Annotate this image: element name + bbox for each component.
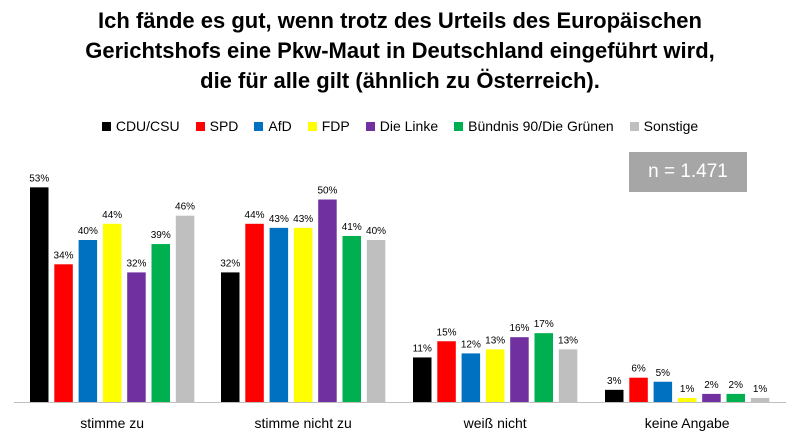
category-label-stimme-nicht-zu: stimme nicht zu bbox=[255, 415, 352, 431]
legend-swatch bbox=[365, 121, 375, 131]
bar-afd-stimme-zu bbox=[78, 240, 98, 402]
legend-label: Die Linke bbox=[379, 118, 439, 134]
data-label-spd-stimme-zu: 34% bbox=[54, 250, 74, 261]
data-label-die-linke-weiss-nicht: 16% bbox=[509, 323, 529, 334]
legend-label: FDP bbox=[321, 118, 350, 134]
data-label-buendnis-90-die-gruenen-weiss-nicht: 17% bbox=[534, 319, 554, 330]
bar-cdu-csu-stimme-nicht-zu bbox=[221, 272, 240, 402]
data-label-spd-stimme-nicht-zu: 44% bbox=[245, 210, 265, 221]
legend-item-cdu-csu: CDU/CSU bbox=[101, 118, 180, 134]
data-label-sonstige-stimme-zu: 46% bbox=[175, 202, 195, 213]
bar-spd-keine-angabe bbox=[629, 377, 648, 402]
data-label-spd-keine-angabe: 6% bbox=[631, 364, 646, 375]
bar-buendnis-90-die-gruenen-stimme-zu bbox=[151, 244, 170, 402]
chart-title: Ich fände es gut, wenn trotz des Urteils… bbox=[0, 6, 800, 96]
chart-title-line-3: die für alle gilt (ähnlich zu Österreich… bbox=[200, 68, 600, 93]
bar-buendnis-90-die-gruenen-weiss-nicht bbox=[534, 333, 553, 402]
legend-item-spd: SPD bbox=[195, 118, 239, 134]
legend-swatch bbox=[307, 121, 317, 131]
bar-sonstige-weiss-nicht bbox=[558, 349, 578, 402]
bar-cdu-csu-stimme-zu bbox=[30, 187, 49, 402]
data-label-afd-stimme-nicht-zu: 43% bbox=[269, 214, 289, 225]
data-label-sonstige-weiss-nicht: 13% bbox=[558, 335, 578, 346]
legend-label: CDU/CSU bbox=[115, 118, 180, 134]
legend-item-fdp: FDP bbox=[307, 118, 350, 134]
data-label-sonstige-stimme-nicht-zu: 40% bbox=[366, 226, 386, 237]
legend-item-sonstige: Sonstige bbox=[629, 118, 699, 134]
data-label-fdp-weiss-nicht: 13% bbox=[485, 335, 505, 346]
bar-spd-weiss-nicht bbox=[437, 341, 456, 402]
data-label-die-linke-stimme-nicht-zu: 50% bbox=[317, 186, 337, 197]
bar-die-linke-weiss-nicht bbox=[510, 337, 529, 402]
data-label-buendnis-90-die-gruenen-keine-angabe: 2% bbox=[729, 380, 744, 391]
bar-die-linke-stimme-zu bbox=[127, 272, 146, 402]
legend-item-afd: AfD bbox=[254, 118, 292, 134]
data-label-buendnis-90-die-gruenen-stimme-zu: 39% bbox=[151, 230, 171, 241]
data-label-cdu-csu-weiss-nicht: 11% bbox=[413, 343, 432, 354]
bar-die-linke-stimme-nicht-zu bbox=[318, 199, 337, 402]
bar-cdu-csu-keine-angabe bbox=[605, 389, 624, 402]
data-label-afd-weiss-nicht: 12% bbox=[461, 339, 481, 350]
data-label-cdu-csu-stimme-nicht-zu: 32% bbox=[220, 258, 240, 269]
legend-label: AfD bbox=[268, 118, 292, 134]
sample-size-badge: n = 1.471 bbox=[629, 152, 747, 192]
data-label-fdp-stimme-zu: 44% bbox=[102, 210, 122, 221]
legend-label: SPD bbox=[209, 118, 239, 134]
category-label-stimme-zu: stimme zu bbox=[80, 415, 144, 431]
bar-afd-keine-angabe bbox=[653, 381, 673, 402]
bar-sonstige-stimme-nicht-zu bbox=[366, 240, 386, 402]
bar-fdp-stimme-nicht-zu bbox=[293, 227, 313, 402]
category-label-keine-angabe: keine Angabe bbox=[645, 415, 730, 431]
data-label-die-linke-stimme-zu: 32% bbox=[126, 258, 146, 269]
bar-spd-stimme-nicht-zu bbox=[245, 223, 264, 402]
legend-swatch bbox=[195, 121, 205, 131]
data-label-spd-weiss-nicht: 15% bbox=[437, 327, 457, 338]
legend-swatch bbox=[254, 121, 264, 131]
data-label-cdu-csu-keine-angabe: 3% bbox=[607, 376, 622, 387]
legend-item-die-linke: Die Linke bbox=[365, 118, 439, 134]
chart-legend: CDU/CSU SPD AfD FDP Die Linke Bündnis 90/Die … bbox=[0, 118, 800, 134]
bar-afd-stimme-nicht-zu bbox=[269, 227, 289, 402]
bar-sonstige-keine-angabe bbox=[750, 397, 770, 402]
legend-item-buendnis-90-die-gruenen: Bündnis 90/Die Grünen bbox=[454, 118, 614, 134]
category-label-weiss-nicht: weiß nicht bbox=[463, 415, 527, 431]
data-label-die-linke-keine-angabe: 2% bbox=[704, 380, 719, 391]
chart-title-line-1: Ich fände es gut, wenn trotz des Urteils… bbox=[98, 8, 702, 33]
legend-label: Bündnis 90/Die Grünen bbox=[468, 118, 614, 134]
data-label-afd-keine-angabe: 5% bbox=[656, 368, 671, 379]
bar-fdp-stimme-zu bbox=[102, 223, 122, 402]
legend-swatch bbox=[454, 121, 464, 131]
bar-fdp-weiss-nicht bbox=[485, 349, 505, 402]
bar-cdu-csu-weiss-nicht bbox=[413, 357, 432, 402]
data-label-afd-stimme-zu: 40% bbox=[78, 226, 98, 237]
legend-label: Sonstige bbox=[643, 118, 699, 134]
bar-die-linke-keine-angabe bbox=[702, 393, 721, 402]
chart-title-line-2: Gerichtshofs eine Pkw-Maut in Deutschlan… bbox=[85, 38, 715, 63]
data-label-cdu-csu-stimme-zu: 53% bbox=[29, 173, 49, 184]
legend-swatch bbox=[101, 121, 111, 131]
bar-buendnis-90-die-gruenen-stimme-nicht-zu bbox=[342, 235, 361, 402]
bar-afd-weiss-nicht bbox=[461, 353, 481, 402]
data-label-fdp-stimme-nicht-zu: 43% bbox=[293, 214, 313, 225]
data-label-fdp-keine-angabe: 1% bbox=[680, 384, 695, 395]
bar-fdp-keine-angabe bbox=[677, 397, 697, 402]
bar-buendnis-90-die-gruenen-keine-angabe bbox=[726, 393, 745, 402]
data-label-buendnis-90-die-gruenen-stimme-nicht-zu: 41% bbox=[342, 222, 362, 233]
bar-spd-stimme-zu bbox=[54, 264, 73, 402]
data-label-sonstige-keine-angabe: 1% bbox=[753, 384, 768, 395]
legend-swatch bbox=[629, 121, 639, 131]
bar-sonstige-stimme-zu bbox=[175, 215, 195, 402]
